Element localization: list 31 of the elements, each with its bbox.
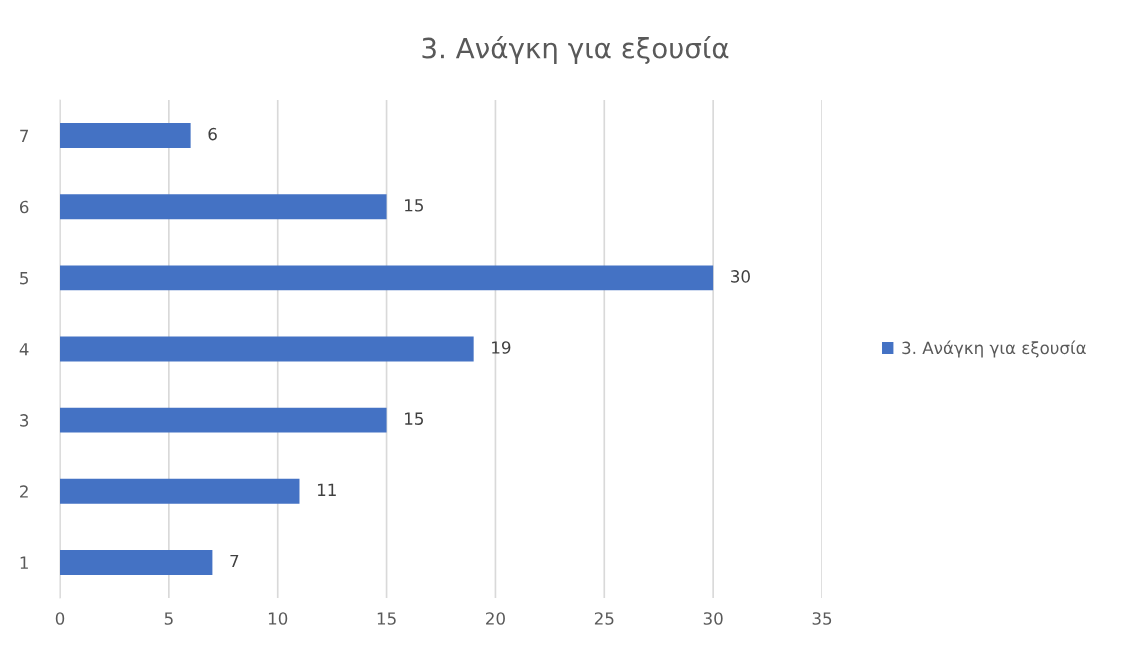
bar (60, 194, 387, 220)
data-label: 19 (492, 341, 511, 354)
y-tick-label: 6 (20, 200, 29, 214)
x-tick-label: 20 (486, 612, 505, 625)
data-label: 30 (731, 270, 750, 283)
data-label: 6 (208, 127, 217, 141)
x-tick-label: 25 (594, 612, 614, 625)
y-tick-label: 5 (20, 272, 28, 285)
y-tick-label: 4 (19, 343, 29, 356)
bar (60, 549, 213, 575)
data-label: 15 (405, 412, 423, 425)
bar (60, 478, 300, 504)
x-tick-label: 35 (812, 612, 832, 625)
x-tick-label: 0 (55, 612, 65, 625)
data-label: 15 (405, 199, 423, 212)
bar (60, 265, 714, 291)
data-label: 7 (230, 554, 239, 568)
y-tick-label: 7 (20, 129, 29, 142)
y-tick-label: 1 (20, 556, 28, 569)
x-tick-label: 30 (703, 612, 723, 625)
y-tick-label: 2 (20, 485, 28, 498)
x-tick-label: 5 (164, 612, 173, 625)
data-label: 11 (317, 483, 336, 496)
bar (60, 123, 191, 149)
y-tick-label: 3 (20, 414, 29, 427)
x-tick-label: 10 (268, 612, 288, 625)
x-tick-label: 15 (377, 612, 396, 625)
bar (60, 407, 387, 433)
bar (60, 336, 474, 362)
legend-label: 3. Ανάγκη για εξουσία (902, 340, 1086, 358)
chart-title: 3. Ανάγκη για εξουσία (422, 35, 729, 65)
